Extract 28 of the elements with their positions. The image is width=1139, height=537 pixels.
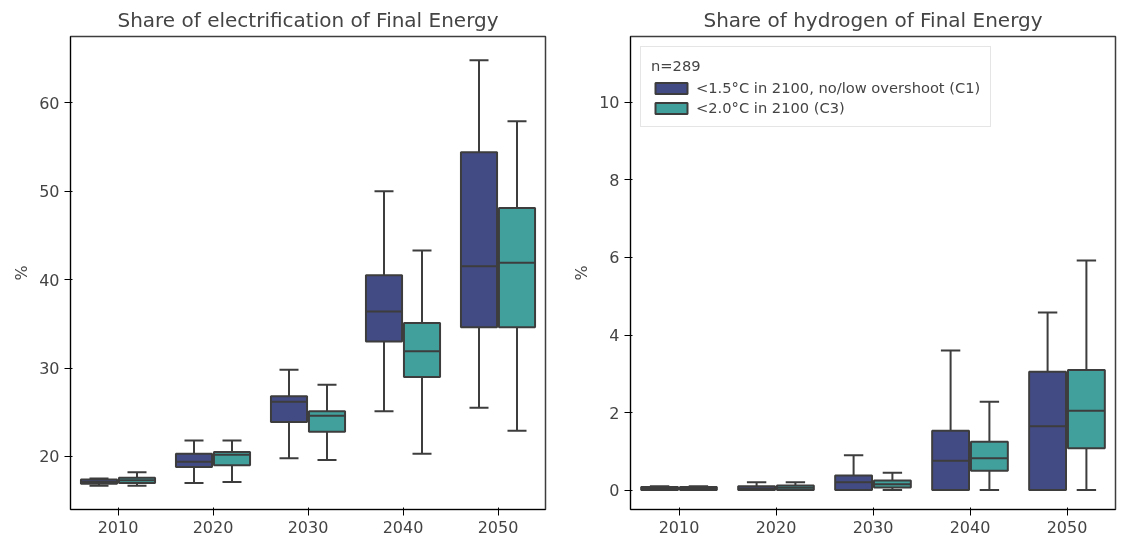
y-tick-label: 8 [609, 170, 620, 190]
y-tick-label: 4 [609, 326, 620, 346]
y-tick-label: 10 [599, 93, 620, 113]
y-axis-title: % [572, 265, 592, 281]
x-tick-label: 2020 [755, 517, 797, 537]
chart-title: Share of electrification of Final Energy [117, 7, 499, 32]
chart-title: Share of hydrogen of Final Energy [703, 7, 1043, 32]
x-tick-label: 2050 [477, 517, 519, 537]
x-tick-label: 2040 [382, 517, 424, 537]
legend-label: <1.5°C in 2100, no/low overshoot (C1) [696, 79, 981, 96]
x-tick-label: 2020 [192, 517, 234, 537]
y-tick-label: 2 [609, 403, 620, 423]
legend-title: n=289 [651, 57, 702, 74]
y-tick-label: 50 [39, 182, 60, 202]
x-tick-label: 2040 [949, 517, 991, 537]
legend-label: <2.0°C in 2100 (C3) [696, 99, 845, 116]
y-tick-label: 40 [39, 270, 60, 290]
y-tick-label: 60 [39, 93, 60, 113]
y-tick-label: 30 [39, 359, 60, 379]
y-tick-label: 0 [609, 481, 620, 501]
x-tick-label: 2030 [852, 517, 894, 537]
y-tick-label: 20 [39, 447, 60, 467]
y-tick-label: 6 [609, 248, 620, 268]
y-axis-title: % [12, 265, 32, 281]
x-tick-label: 2010 [658, 517, 700, 537]
x-tick-label: 2030 [287, 517, 329, 537]
x-tick-label: 2050 [1046, 517, 1088, 537]
x-tick-label: 2010 [97, 517, 139, 537]
